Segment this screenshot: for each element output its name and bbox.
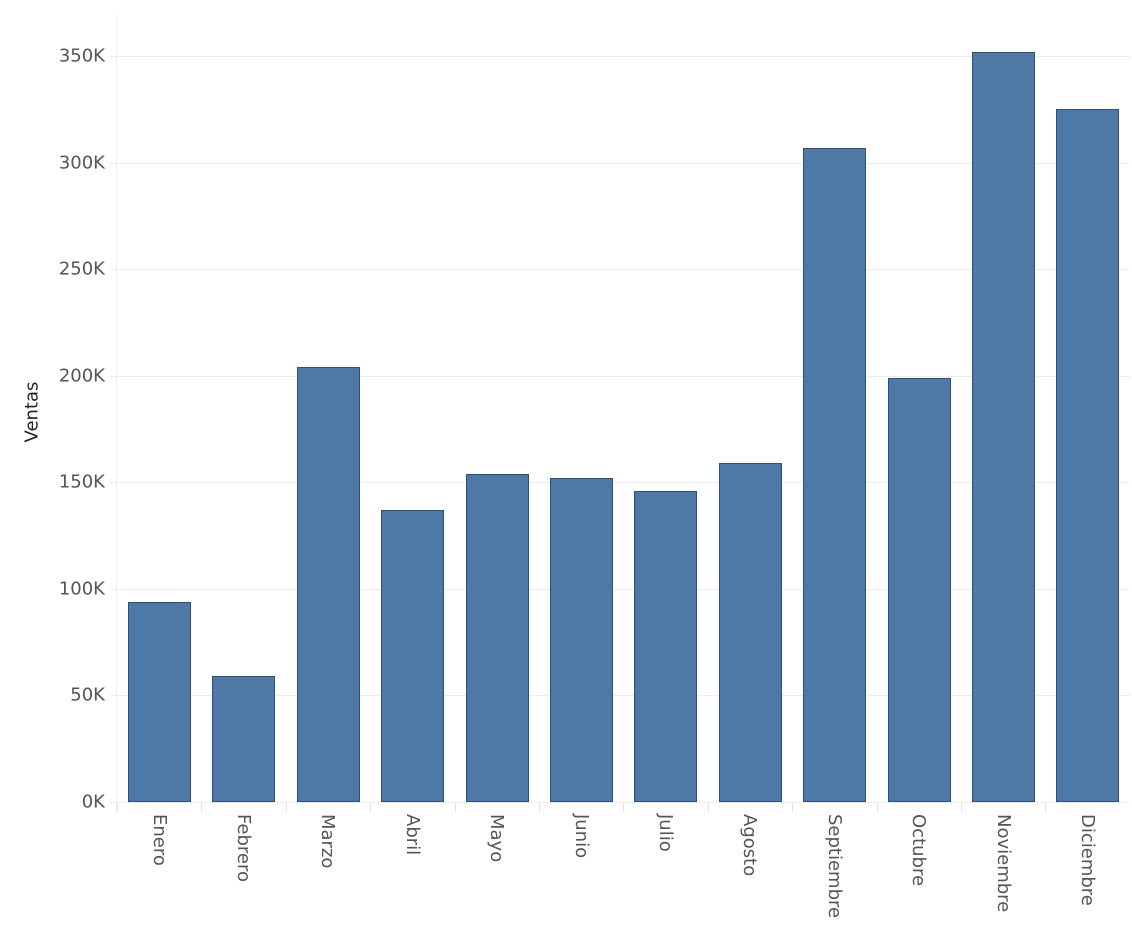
y-tick-label: 250K [58, 258, 105, 280]
x-tick-label: Julio [655, 814, 676, 852]
gridline [110, 482, 1130, 483]
y-axis-line [116, 14, 117, 814]
gridline [110, 695, 1130, 696]
y-tick-label: 100K [58, 578, 105, 600]
x-tick-label: Septiembre [824, 814, 845, 919]
y-tick-label: 300K [58, 152, 105, 174]
gridline [110, 376, 1130, 377]
x-tick-separator [877, 802, 878, 812]
x-tick-separator [623, 802, 624, 812]
y-tick-label: 150K [58, 471, 105, 493]
x-tick-separator [539, 802, 540, 812]
gridline [110, 269, 1130, 270]
x-tick-label: Marzo [317, 814, 338, 869]
gridline [110, 589, 1130, 590]
x-tick-separator [455, 802, 456, 812]
bar-junio[interactable] [550, 478, 613, 802]
bar-febrero[interactable] [212, 676, 275, 802]
bar-septiembre[interactable] [803, 148, 866, 802]
bar-marzo[interactable] [297, 367, 360, 802]
x-tick-label: Mayo [486, 814, 507, 863]
bar-noviembre[interactable] [972, 52, 1035, 802]
bar-julio[interactable] [634, 491, 697, 802]
x-tick-label: Abril [402, 814, 423, 856]
x-tick-separator [708, 802, 709, 812]
bar-octubre[interactable] [888, 378, 951, 802]
x-tick-separator [117, 802, 118, 812]
x-tick-label: Octubre [908, 814, 929, 887]
x-tick-label: Agosto [739, 814, 760, 877]
y-axis-title: Ventas [21, 381, 43, 443]
gridline [110, 163, 1130, 164]
gridline [110, 802, 1130, 803]
gridline [110, 56, 1130, 57]
x-tick-separator [1045, 802, 1046, 812]
x-tick-separator [201, 802, 202, 812]
bar-diciembre[interactable] [1056, 109, 1119, 802]
y-tick-label: 0K [81, 791, 105, 813]
y-tick-label: 200K [58, 365, 105, 387]
x-tick-separator [286, 802, 287, 812]
y-tick-label: 350K [58, 45, 105, 67]
x-tick-label: Noviembre [993, 814, 1014, 913]
bar-abril[interactable] [381, 510, 444, 802]
x-tick-separator [792, 802, 793, 812]
bar-enero[interactable] [128, 602, 191, 802]
x-tick-label: Febrero [233, 814, 254, 882]
x-tick-separator [961, 802, 962, 812]
x-tick-separator [370, 802, 371, 812]
x-tick-label: Enero [149, 814, 170, 866]
y-tick-label: 50K [70, 684, 105, 706]
bar-mayo[interactable] [466, 474, 529, 802]
bar-agosto[interactable] [719, 463, 782, 802]
x-tick-label: Diciembre [1077, 814, 1098, 906]
x-tick-label: Junio [571, 814, 592, 859]
